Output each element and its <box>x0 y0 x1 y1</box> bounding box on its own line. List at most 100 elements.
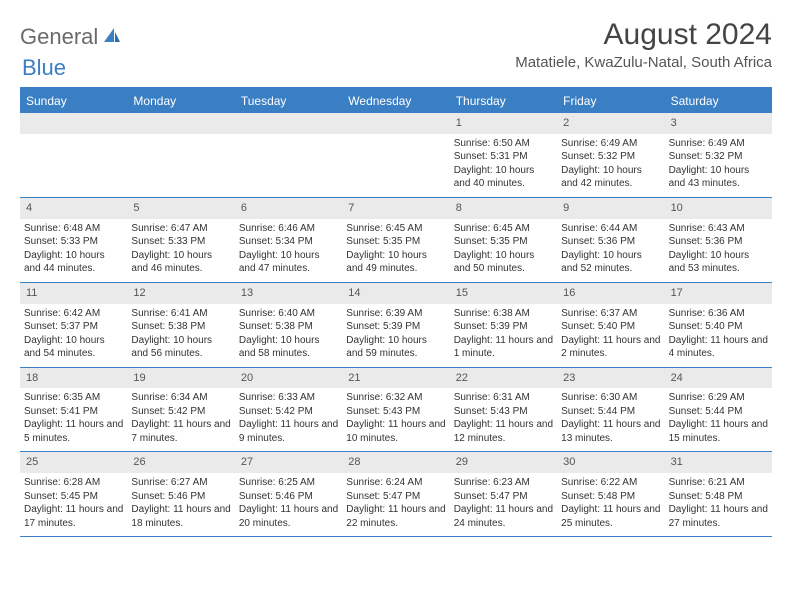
sunset-text: Sunset: 5:32 PM <box>561 150 660 164</box>
week-row: 11Sunrise: 6:42 AMSunset: 5:37 PMDayligh… <box>20 283 772 368</box>
sunset-text: Sunset: 5:36 PM <box>669 235 768 249</box>
calendar-cell: 30Sunrise: 6:22 AMSunset: 5:48 PMDayligh… <box>557 452 664 536</box>
day-number: 2 <box>557 113 664 134</box>
day-number: 12 <box>127 283 234 304</box>
day-number: 11 <box>20 283 127 304</box>
day-number: 30 <box>557 452 664 473</box>
logo: General <box>20 18 124 50</box>
sunset-text: Sunset: 5:46 PM <box>239 490 338 504</box>
day-header-cell: Friday <box>557 89 664 113</box>
sunrise-text: Sunrise: 6:32 AM <box>346 391 445 405</box>
sunrise-text: Sunrise: 6:30 AM <box>561 391 660 405</box>
sunset-text: Sunset: 5:47 PM <box>454 490 553 504</box>
daylight-text: Daylight: 11 hours and 4 minutes. <box>669 334 768 361</box>
day-number: 31 <box>665 452 772 473</box>
daylight-text: Daylight: 11 hours and 1 minute. <box>454 334 553 361</box>
sunrise-text: Sunrise: 6:25 AM <box>239 476 338 490</box>
day-number: 13 <box>235 283 342 304</box>
week-row: 18 Sunrise: 6:35 AMSunset: 5:41 PM Dayligh… <box>20 368 772 453</box>
day-number <box>235 113 342 134</box>
day-number: 4 <box>20 198 127 219</box>
sunrise-text: Sunrise: 6:23 AM <box>454 476 553 490</box>
calendar-cell: 21Sunrise: 6:32 AMSunset: 5:43 PMDayligh… <box>342 368 449 452</box>
calendar-cell: 5Sunrise: 6:47 AMSunset: 5:33 PMDaylight… <box>127 198 234 282</box>
sunset-text: Sunset: 5:41 PM <box>24 405 123 419</box>
daylight-text: Daylight: 11 hours and 9 minutes. <box>239 418 338 445</box>
sunset-text: Sunset: 5:48 PM <box>669 490 768 504</box>
day-number: 9 <box>557 198 664 219</box>
calendar-cell: 18Sunrise: 6:35 AMSunset: 5:41 PMDayligh… <box>20 368 127 452</box>
daylight-text: Daylight: 10 hours and 44 minutes. <box>24 249 123 276</box>
sunrise-text: Sunrise: 6:44 AM <box>561 222 660 236</box>
day-number: 8 <box>450 198 557 219</box>
sunrise-text: Sunrise: 6:49 AM <box>561 137 660 151</box>
calendar-cell: 11Sunrise: 6:42 AMSunset: 5:37 PMDayligh… <box>20 283 127 367</box>
sunrise-text: Sunrise: 6:38 AM <box>454 307 553 321</box>
calendar-cell: 19Sunrise: 6:34 AMSunset: 5:42 PMDayligh… <box>127 368 234 452</box>
sunset-text: Sunset: 5:45 PM <box>24 490 123 504</box>
sunrise-text: Sunrise: 6:21 AM <box>669 476 768 490</box>
daylight-text: Daylight: 10 hours and 58 minutes. <box>239 334 338 361</box>
daylight-text: Daylight: 10 hours and 47 minutes. <box>239 249 338 276</box>
daylight-text: Daylight: 10 hours and 59 minutes. <box>346 334 445 361</box>
sunset-text: Sunset: 5:38 PM <box>131 320 230 334</box>
calendar-cell: 6Sunrise: 6:46 AMSunset: 5:34 PMDaylight… <box>235 198 342 282</box>
calendar-cell: 16Sunrise: 6:37 AMSunset: 5:40 PMDayligh… <box>557 283 664 367</box>
day-number: 27 <box>235 452 342 473</box>
day-number: 6 <box>235 198 342 219</box>
sunset-text: Sunset: 5:43 PM <box>346 405 445 419</box>
daylight-text: Daylight: 11 hours and 24 minutes. <box>454 503 553 530</box>
day-number: 28 <box>342 452 449 473</box>
sunset-text: Sunset: 5:33 PM <box>131 235 230 249</box>
sunset-text: Sunset: 5:40 PM <box>669 320 768 334</box>
sunrise-text: Sunrise: 6:35 AM <box>24 391 123 405</box>
calendar-cell: 20Sunrise: 6:33 AMSunset: 5:42 PMDayligh… <box>235 368 342 452</box>
sunset-text: Sunset: 5:35 PM <box>454 235 553 249</box>
sunrise-text: Sunrise: 6:28 AM <box>24 476 123 490</box>
sunrise-text: Sunrise: 6:27 AM <box>131 476 230 490</box>
daylight-text: Daylight: 11 hours and 22 minutes. <box>346 503 445 530</box>
week-row: 1Sunrise: 6:50 AMSunset: 5:31 PMDaylight… <box>20 113 772 198</box>
calendar-cell: 15Sunrise: 6:38 AMSunset: 5:39 PMDayligh… <box>450 283 557 367</box>
week-row: 4Sunrise: 6:48 AMSunset: 5:33 PMDaylight… <box>20 198 772 283</box>
sunset-text: Sunset: 5:42 PM <box>239 405 338 419</box>
week-row: 25 Sunrise: 6:28 AMSunset: 5:45 PM Dayligh… <box>20 452 772 537</box>
calendar-cell <box>20 113 127 197</box>
calendar-cell: 28Sunrise: 6:24 AMSunset: 5:47 PMDayligh… <box>342 452 449 536</box>
calendar-cell: 9Sunrise: 6:44 AMSunset: 5:36 PMDaylight… <box>557 198 664 282</box>
sunrise-text: Sunrise: 6:46 AM <box>239 222 338 236</box>
daylight-text: Daylight: 10 hours and 43 minutes. <box>669 164 768 191</box>
day-number: 23 <box>557 368 664 389</box>
calendar-cell: 1Sunrise: 6:50 AMSunset: 5:31 PMDaylight… <box>450 113 557 197</box>
daylight-text: Daylight: 11 hours and 13 minutes. <box>561 418 660 445</box>
day-header-cell: Sunday <box>20 89 127 113</box>
calendar-cell: 12Sunrise: 6:41 AMSunset: 5:38 PMDayligh… <box>127 283 234 367</box>
calendar-cell: 22Sunrise: 6:31 AMSunset: 5:43 PMDayligh… <box>450 368 557 452</box>
calendar-grid: SundayMondayTuesdayWednesdayThursdayFrid… <box>20 87 772 537</box>
day-number: 1 <box>450 113 557 134</box>
sunrise-text: Sunrise: 6:31 AM <box>454 391 553 405</box>
daylight-text: Daylight: 11 hours and 15 minutes. <box>669 418 768 445</box>
calendar-cell: 17Sunrise: 6:36 AMSunset: 5:40 PMDayligh… <box>665 283 772 367</box>
calendar-cell: 24Sunrise: 6:29 AMSunset: 5:44 PMDayligh… <box>665 368 772 452</box>
day-number <box>127 113 234 134</box>
sunrise-text: Sunrise: 6:45 AM <box>346 222 445 236</box>
day-number: 18 <box>20 368 127 389</box>
sunrise-text: Sunrise: 6:24 AM <box>346 476 445 490</box>
sunset-text: Sunset: 5:39 PM <box>346 320 445 334</box>
daylight-text: Daylight: 10 hours and 42 minutes. <box>561 164 660 191</box>
day-number: 25 <box>20 452 127 473</box>
daylight-text: Daylight: 11 hours and 10 minutes. <box>346 418 445 445</box>
daylight-text: Daylight: 10 hours and 53 minutes. <box>669 249 768 276</box>
sunrise-text: Sunrise: 6:50 AM <box>454 137 553 151</box>
sunset-text: Sunset: 5:37 PM <box>24 320 123 334</box>
calendar-cell <box>342 113 449 197</box>
sunset-text: Sunset: 5:39 PM <box>454 320 553 334</box>
day-number: 3 <box>665 113 772 134</box>
sunrise-text: Sunrise: 6:37 AM <box>561 307 660 321</box>
sunrise-text: Sunrise: 6:34 AM <box>131 391 230 405</box>
calendar-cell: 29Sunrise: 6:23 AMSunset: 5:47 PMDayligh… <box>450 452 557 536</box>
calendar-cell: 10Sunrise: 6:43 AMSunset: 5:36 PMDayligh… <box>665 198 772 282</box>
day-number: 16 <box>557 283 664 304</box>
daylight-text: Daylight: 10 hours and 49 minutes. <box>346 249 445 276</box>
